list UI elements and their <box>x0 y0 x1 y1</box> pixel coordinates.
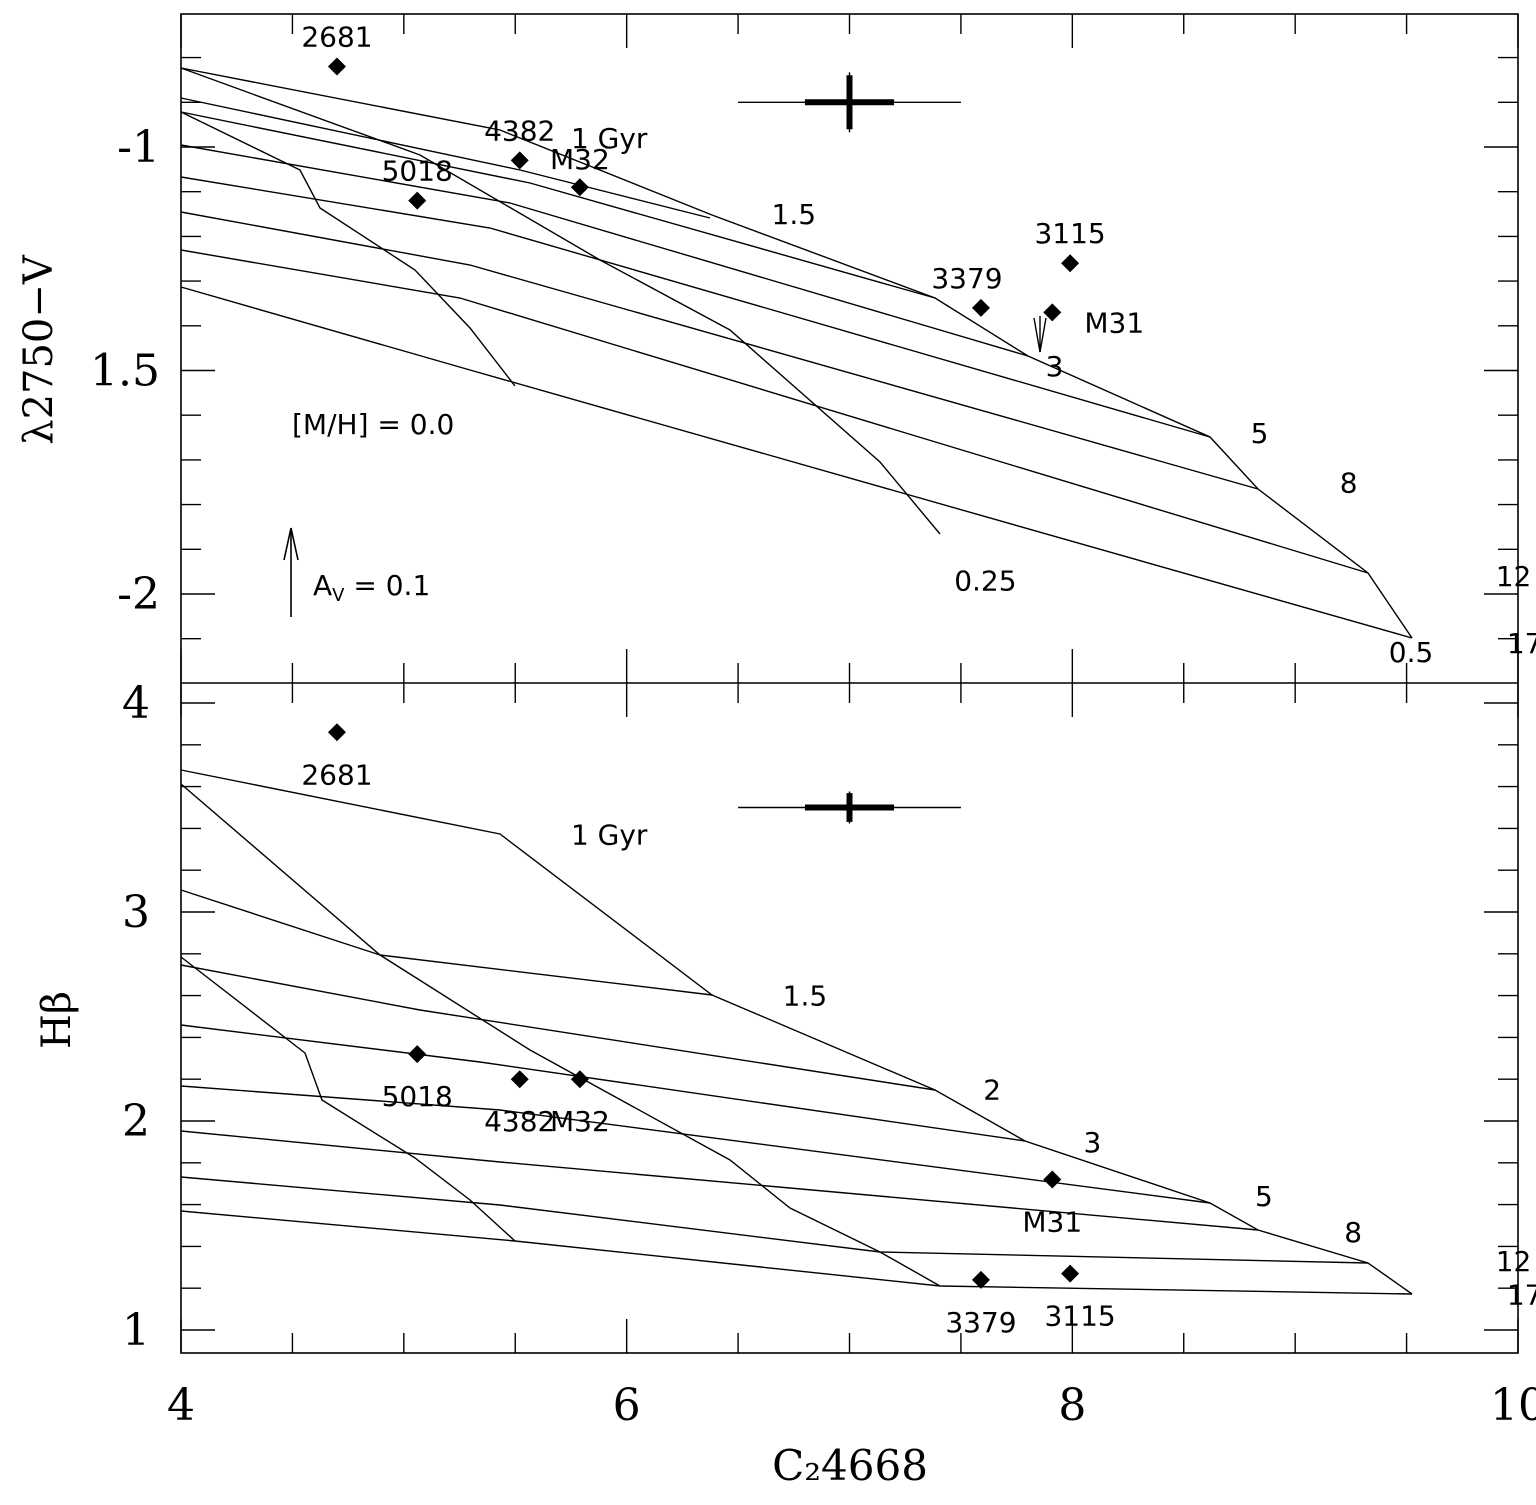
point-m31 <box>1043 303 1062 322</box>
point-label-3115: 3115 <box>1034 217 1105 250</box>
point-label-5018: 5018 <box>382 1080 453 1113</box>
point-5018 <box>408 1045 427 1064</box>
grid-line-top-2 <box>180 97 711 219</box>
age-label: 2 <box>983 1074 1001 1107</box>
age-label: 0.25 <box>954 565 1016 598</box>
point-m32 <box>570 178 589 197</box>
point-label-2681: 2681 <box>301 21 372 54</box>
point-label-2681: 2681 <box>301 758 372 791</box>
point-label-3115: 3115 <box>1044 1300 1115 1333</box>
x-tick-label: 8 <box>1058 1380 1086 1431</box>
age-label: 1.5 <box>772 198 817 231</box>
point-m32 <box>570 1070 589 1089</box>
grid-line-bot-6 <box>180 1130 1259 1231</box>
axis-ticks <box>180 14 1519 1353</box>
grid-line-bot-10 <box>180 783 941 1287</box>
y-axis-title-top: λ2750−V <box>16 254 62 445</box>
grid-line-bot-4 <box>180 1024 1026 1142</box>
point-label-4382: 4382 <box>484 114 555 147</box>
x-tick-label: 10 <box>1490 1380 1536 1431</box>
point-label-m32: M32 <box>550 143 610 176</box>
reddening-label: AV = 0.1 <box>313 569 430 606</box>
grid-line-top-5 <box>180 176 1211 438</box>
grid-line-top-3 <box>180 111 936 299</box>
point-m31 <box>1043 1170 1062 1189</box>
point-label-m31: M31 <box>1084 306 1144 339</box>
y-tick-label: 2 <box>122 1096 150 1147</box>
age-label: 3 <box>1046 350 1064 383</box>
grid-line-top-7 <box>180 249 1369 574</box>
age-label: 8 <box>1344 1216 1362 1249</box>
y-tick-label: -2 <box>117 569 160 620</box>
age-label: 8 <box>1340 466 1358 499</box>
reddening-arrow <box>283 527 299 617</box>
age-label: 17 <box>1507 627 1536 660</box>
model-grid-bottom <box>180 769 1413 1295</box>
grid-line-top-4 <box>180 144 1029 357</box>
age-label: 3 <box>1083 1126 1101 1159</box>
grid-line-bot-7 <box>180 1176 1369 1264</box>
data-points <box>327 57 1080 1289</box>
age-label: 1 Gyr <box>571 122 648 155</box>
point-3379 <box>971 1270 990 1289</box>
grid-line-top-9 <box>180 111 516 387</box>
point-4382 <box>510 1070 529 1089</box>
age-label: 5 <box>1255 1180 1273 1213</box>
grid-line-bot-9 <box>180 956 516 1242</box>
point-3115 <box>1061 254 1080 273</box>
point-label-5018: 5018 <box>382 155 453 188</box>
grid-line-top-10 <box>180 67 941 535</box>
point-5018 <box>408 191 427 210</box>
age-label: 5 <box>1251 417 1269 450</box>
age-label: 12 <box>1496 1245 1532 1278</box>
x-tick-label: 4 <box>167 1380 195 1431</box>
age-label: 1.5 <box>783 980 828 1013</box>
error-bars <box>738 72 961 824</box>
x-tick-label: 6 <box>613 1380 641 1431</box>
point-label-3379: 3379 <box>945 1306 1016 1339</box>
x-axis-title: C₂4668 <box>772 1441 928 1490</box>
age-label: 0.5 <box>1389 636 1434 669</box>
point-label-m31: M31 <box>1022 1206 1082 1239</box>
grid-line-bot-2 <box>180 889 713 996</box>
text-labels: 4 6 8 10-11.5-2123426814382M32501833793115M… <box>90 21 1536 1431</box>
point-2681 <box>327 57 346 76</box>
age-label: 17 <box>1507 1278 1536 1311</box>
grid-line-top-6 <box>180 211 1259 490</box>
age-label: 12 <box>1496 560 1532 593</box>
model-grid-top <box>180 67 1413 639</box>
point-label-m32: M32 <box>550 1105 610 1138</box>
grid-line-bot-3 <box>180 964 936 1091</box>
y-tick-label: 3 <box>122 887 150 938</box>
point-label-4382: 4382 <box>484 1105 555 1138</box>
grid-line-bot-5 <box>180 1085 1211 1204</box>
point-4382 <box>510 151 529 170</box>
point-3115 <box>1061 1264 1080 1283</box>
grid-line-top-8 <box>180 286 1413 639</box>
grid-line-bot-1 <box>180 769 1413 1295</box>
y-tick-label: -1 <box>117 122 160 173</box>
grid-line-top-1 <box>180 67 1413 639</box>
point-3379 <box>971 298 990 317</box>
age-label: 1 Gyr <box>571 819 648 852</box>
point-2681 <box>327 723 346 742</box>
y-tick-label: 1.5 <box>90 346 160 397</box>
metallicity-label: [M/H] = 0.0 <box>292 408 454 441</box>
grid-line-bot-8 <box>180 1210 1413 1295</box>
y-tick-label: 1 <box>122 1305 150 1356</box>
point-label-3379: 3379 <box>931 262 1002 295</box>
y-tick-label: 4 <box>122 678 150 729</box>
m31-arrow <box>1033 316 1047 353</box>
y-axis-title-bottom: Hβ <box>34 991 80 1049</box>
